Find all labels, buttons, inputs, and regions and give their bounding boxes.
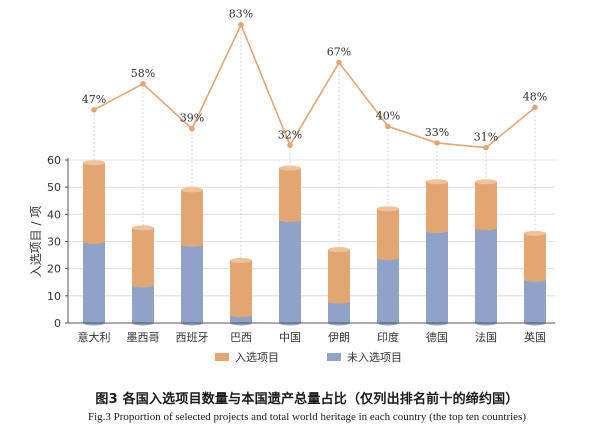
proportion-point xyxy=(532,104,538,111)
proportion-point xyxy=(434,140,440,146)
proportion-label: 33% xyxy=(425,126,449,139)
proportion-label: 47% xyxy=(82,93,106,106)
proportion-line xyxy=(91,21,538,151)
y-tick-label: 30 xyxy=(47,236,61,249)
bar-selected-top xyxy=(132,225,154,231)
bar-unselected xyxy=(83,241,105,323)
bar-unselected xyxy=(181,244,203,323)
y-tick-label: 40 xyxy=(47,208,61,221)
bar-unselected xyxy=(475,227,497,323)
proportion-point xyxy=(140,81,146,87)
figure-caption-en: Fig.3 Proportion of selected projects an… xyxy=(87,411,527,423)
bar-segment-boundary xyxy=(475,225,497,231)
y-tick-label: 50 xyxy=(47,181,61,194)
bar-selected-top xyxy=(83,160,105,166)
bar-selected-top xyxy=(475,179,497,185)
legend-label: 入选项目 xyxy=(235,351,279,364)
bar-segment-boundary xyxy=(377,255,399,261)
bar-selected xyxy=(426,181,448,231)
bar-segment-boundary xyxy=(524,277,546,283)
y-tick-label: 10 xyxy=(47,290,61,303)
bar-selected xyxy=(279,168,301,220)
proportion-point xyxy=(91,107,97,113)
bar-selected xyxy=(475,181,497,228)
bar-segment-boundary xyxy=(279,217,301,223)
chart: 47% 58% 39% 83% 32% 67% 40% 33% 31% 48% 0 10 20 30 40 5… xyxy=(29,8,555,364)
legend-swatch xyxy=(215,353,229,361)
bar-selected xyxy=(377,208,399,258)
legend-label: 未入选项目 xyxy=(347,351,402,364)
y-tick-label: 60 xyxy=(47,154,61,167)
bars xyxy=(83,160,546,326)
proportion-point xyxy=(189,125,195,132)
x-category-label: 法国 xyxy=(475,330,497,344)
bar-selected xyxy=(83,162,105,242)
bar-selected xyxy=(181,189,203,245)
x-category-label: 意大利 xyxy=(78,330,111,344)
proportion-point xyxy=(238,21,244,28)
proportion-label: 67% xyxy=(327,46,351,59)
bar-selected-top xyxy=(524,230,546,236)
bar-unselected xyxy=(230,314,252,323)
proportion-label: 58% xyxy=(131,67,155,80)
bar-selected-top xyxy=(230,258,252,264)
y-axis-title: 入选项目 / 项 xyxy=(29,206,43,278)
bar-segment-boundary xyxy=(328,298,350,304)
x-category-label: 巴西 xyxy=(230,331,252,344)
y-tick-label: 0 xyxy=(54,317,61,330)
bar-segment-boundary xyxy=(426,228,448,234)
x-category-label: 英国 xyxy=(524,330,546,344)
proportion-point xyxy=(336,59,342,66)
bar-selected-top xyxy=(181,187,203,193)
x-category-label: 印度 xyxy=(377,330,399,344)
figure-caption-cn: 图3 各国入选项目数量与本国遗产总量占比（仅列出排名前十的缔约国） xyxy=(95,392,519,407)
bar-selected-top xyxy=(426,179,448,185)
x-category-label: 伊朗 xyxy=(328,331,350,344)
proportion-point xyxy=(287,142,293,149)
proportion-label: 32% xyxy=(278,128,302,141)
bar-selected xyxy=(132,227,154,285)
proportion-point xyxy=(483,144,489,151)
bar-selected-top xyxy=(377,206,399,212)
bar-unselected xyxy=(377,257,399,323)
bar-unselected xyxy=(279,219,301,323)
bar-selected xyxy=(328,249,350,302)
proportion-label: 40% xyxy=(376,109,400,122)
bar-segment-boundary xyxy=(83,239,105,244)
bar-segment-boundary xyxy=(181,241,203,247)
bar-selected xyxy=(524,233,546,280)
bar-segment-boundary xyxy=(132,282,154,288)
proportion-label: 39% xyxy=(180,112,204,125)
bar-segment-boundary xyxy=(230,312,252,318)
proportion-polyline xyxy=(93,22,536,149)
legend: 入选项目 未入选项目 xyxy=(215,351,402,364)
x-category-label: 墨西哥 xyxy=(127,331,160,344)
legend-swatch xyxy=(327,353,341,361)
proportion-label: 83% xyxy=(229,8,253,21)
x-category-label: 德国 xyxy=(426,330,448,344)
bar-unselected xyxy=(426,230,448,323)
x-category-label: 西班牙 xyxy=(176,331,209,344)
bar-unselected xyxy=(132,284,154,323)
connector-lines xyxy=(93,24,536,261)
proportion-label: 48% xyxy=(523,90,547,103)
proportion-point xyxy=(385,123,391,130)
bar-selected xyxy=(230,260,252,315)
bar-selected-top xyxy=(279,165,301,171)
x-category-label: 中国 xyxy=(279,331,301,344)
axes xyxy=(65,158,555,324)
bar-unselected xyxy=(328,301,350,323)
proportion-label: 31% xyxy=(474,131,498,144)
y-tick-label: 20 xyxy=(47,263,61,276)
bar-unselected xyxy=(524,279,546,323)
bar-selected-top xyxy=(328,247,350,253)
labels: 47% 58% 39% 83% 32% 67% 40% 33% 31% 48% 0 10 20 30 40 5… xyxy=(29,8,547,344)
